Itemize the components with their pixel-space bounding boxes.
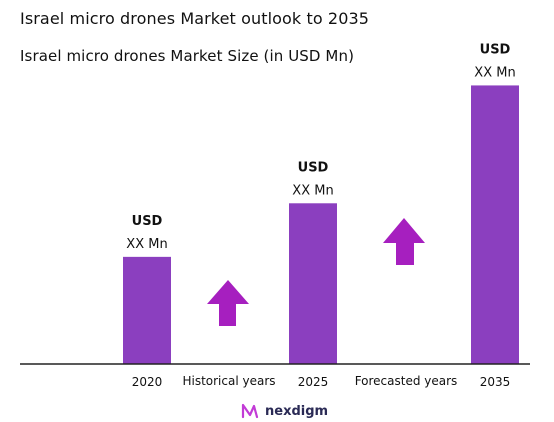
forecast-growth-arrow-icon [383,218,425,265]
bar-value-currency: USD [480,42,511,57]
bar-2035 [471,85,519,364]
historical-growth-arrow-icon [207,280,249,326]
period-label: Forecasted years [355,374,458,388]
x-tick-label: 2025 [298,375,329,389]
bar-value-amount: XX Mn [126,237,167,252]
x-tick-label: 2020 [132,375,163,389]
chart-title: Israel micro drones Market Size (in USD … [20,47,355,65]
bar-value-amount: XX Mn [292,183,333,198]
brand-name: nexdigm [265,403,329,419]
brand-logo: nexdigm [240,400,328,422]
bar-2020 [123,256,171,364]
bar-chart: USD XX Mn 2020 USD XX Mn 2025 USD XX Mn 2035 Hist… [20,42,530,389]
nexdigm-logo-icon [241,403,259,419]
x-tick-label: 2035 [480,375,511,389]
period-label: Historical years [182,374,275,388]
bar-value-currency: USD [132,214,163,229]
bar-value-currency: USD [298,160,329,175]
bar-2025 [289,203,337,364]
bar-value-amount: XX Mn [474,65,515,80]
page-title: Israel micro drones Market outlook to 20… [20,9,370,28]
